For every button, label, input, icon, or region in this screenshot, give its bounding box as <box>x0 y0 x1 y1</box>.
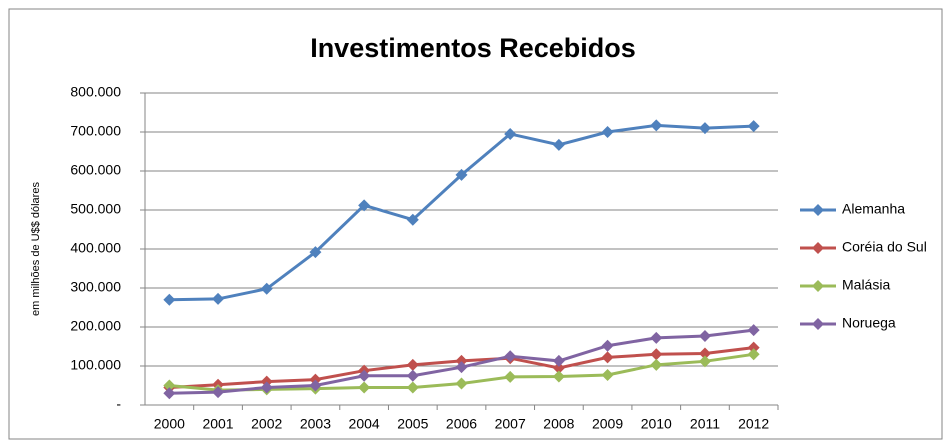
point-marker <box>212 292 225 305</box>
x-tick-label: 2009 <box>592 416 623 432</box>
point-marker <box>504 127 517 140</box>
x-tick-label: 2008 <box>543 416 574 432</box>
point-marker <box>552 361 565 374</box>
point-marker <box>601 339 614 352</box>
chart-title: Investimentos Recebidos <box>310 33 636 63</box>
point-marker <box>455 354 468 367</box>
y-tick-label: - <box>116 396 121 412</box>
point-marker <box>163 379 176 392</box>
legend-label: Coréia do Sul <box>842 239 927 255</box>
y-tick-label: 400.000 <box>70 240 121 256</box>
point-marker <box>747 348 760 361</box>
point-marker <box>358 199 371 212</box>
point-marker <box>309 379 322 392</box>
point-marker <box>552 138 565 151</box>
point-marker <box>358 381 371 394</box>
point-marker <box>552 370 565 383</box>
point-marker <box>698 329 711 342</box>
y-tick-label: 800.000 <box>70 84 121 100</box>
x-tick-label: 2004 <box>349 416 380 432</box>
point-marker <box>504 350 517 363</box>
point-marker <box>747 120 760 133</box>
legend-marker <box>812 280 824 292</box>
point-marker <box>504 370 517 383</box>
point-marker <box>455 377 468 390</box>
x-tick-label: 2012 <box>738 416 769 432</box>
y-tick-label: 100.000 <box>70 357 121 373</box>
legend-label: Noruega <box>842 315 896 331</box>
y-tick-label: 200.000 <box>70 318 121 334</box>
point-marker <box>455 168 468 181</box>
point-marker <box>406 358 419 371</box>
x-tick-label: 2011 <box>690 416 720 432</box>
legend-label: Alemanha <box>842 201 905 217</box>
legend-label: Malásia <box>842 277 890 293</box>
x-tick-label: 2005 <box>397 416 428 432</box>
point-marker <box>455 361 468 374</box>
point-marker <box>698 347 711 360</box>
y-tick-label: 700.000 <box>70 123 121 139</box>
point-marker <box>650 358 663 371</box>
point-marker <box>601 368 614 381</box>
x-tick-label: 2002 <box>251 416 282 432</box>
legend-marker <box>812 242 824 254</box>
y-tick-label: 300.000 <box>70 279 121 295</box>
legend-marker <box>812 318 824 330</box>
point-marker <box>163 387 176 400</box>
y-axis-label: em milhões de U$$ dólares <box>30 182 42 316</box>
y-tick-label: 500.000 <box>70 201 121 217</box>
x-tick-label: 2001 <box>202 416 233 432</box>
point-marker <box>309 246 322 259</box>
point-marker <box>698 122 711 135</box>
x-tick-label: 2003 <box>300 416 331 432</box>
x-tick-label: 2006 <box>446 416 477 432</box>
point-marker <box>747 324 760 337</box>
point-marker <box>601 126 614 138</box>
point-marker <box>358 369 371 382</box>
point-marker <box>406 213 419 226</box>
x-tick-label: 2010 <box>641 416 672 432</box>
point-marker <box>260 282 273 295</box>
point-marker <box>601 351 614 364</box>
point-marker <box>406 381 419 394</box>
point-marker <box>552 354 565 367</box>
point-marker <box>747 341 760 354</box>
point-marker <box>406 369 419 382</box>
y-tick-label: 600.000 <box>70 162 121 178</box>
point-marker <box>212 386 225 399</box>
point-marker <box>260 381 273 394</box>
point-marker <box>650 331 663 344</box>
x-tick-label: 2000 <box>154 416 185 432</box>
legend-marker <box>812 204 824 216</box>
point-marker <box>650 348 663 361</box>
point-marker <box>650 119 663 132</box>
point-marker <box>163 293 176 306</box>
chart-frame <box>8 8 943 440</box>
point-marker <box>698 355 711 368</box>
x-tick-label: 2007 <box>495 416 526 432</box>
